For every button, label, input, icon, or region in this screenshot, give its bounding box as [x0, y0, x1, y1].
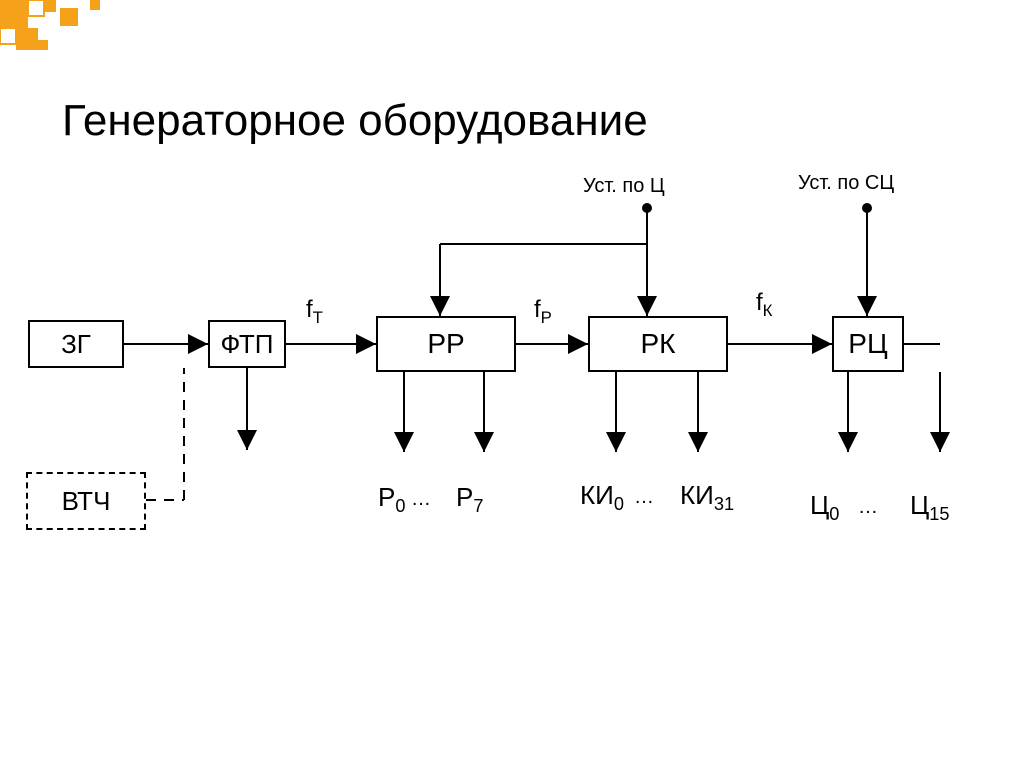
output-p-right: Р7 [456, 482, 483, 517]
label-ust-sc: Уст. по СЦ [798, 172, 894, 195]
corner-decoration [0, 0, 140, 70]
box-rr: РР [376, 316, 516, 372]
box-vtch: ВТЧ [26, 472, 146, 530]
output-ki-dots: … [634, 486, 654, 509]
box-ftp: ФТП [208, 320, 286, 368]
label-ft: fТ [306, 296, 323, 328]
label-fk: fК [756, 289, 772, 321]
output-p-left: Р0 [378, 482, 405, 517]
output-p-dots: … [411, 488, 431, 511]
label-ust-c: Уст. по Ц [583, 175, 665, 198]
output-c-right: Ц15 [910, 490, 949, 525]
box-zg: ЗГ [28, 320, 124, 368]
output-c-left: Ц0 [810, 490, 839, 525]
output-ki-right: КИ31 [680, 480, 734, 515]
output-c-dots: … [858, 496, 878, 519]
page-title: Генераторное оборудование [62, 96, 648, 146]
output-ki-left: КИ0 [580, 480, 624, 515]
label-fp: fР [534, 296, 552, 328]
box-rk: РК [588, 316, 728, 372]
box-rc: РЦ [832, 316, 904, 372]
